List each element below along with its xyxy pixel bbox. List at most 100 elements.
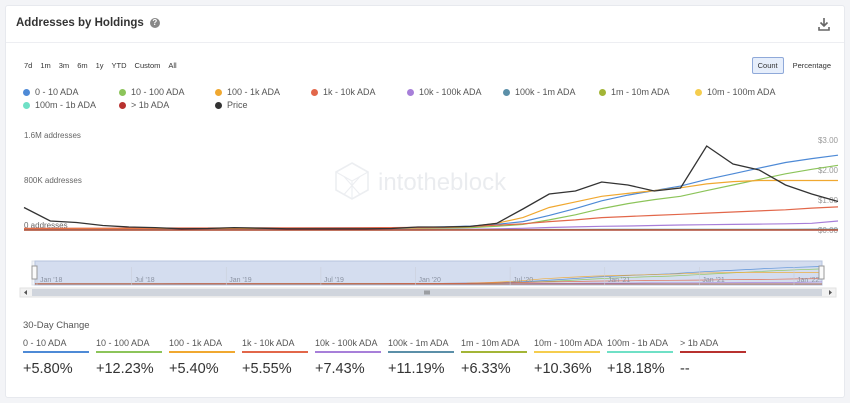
legend-label: > 1b ADA [131, 100, 170, 110]
legend-label: 1k - 10k ADA [323, 87, 376, 97]
navigator-right-handle[interactable] [818, 265, 825, 280]
legend-label: 100m - 1b ADA [35, 100, 97, 110]
count-button[interactable]: Count [751, 57, 784, 74]
header-divider [6, 42, 844, 43]
chart-legend: 0 - 10 ADA 10 - 100 ADA 100 - 1k ADA 1k - 1… [23, 86, 803, 111]
change-item: > 1b ADA -- [680, 338, 746, 377]
change-value: +6.33% [461, 361, 511, 377]
thirty-day-change-list: 0 - 10 ADA +5.80% 10 - 100 ADA +12.23% 100 -… [23, 338, 753, 377]
legend-label: 100k - 1m ADA [515, 87, 576, 97]
change-color-bar [169, 351, 235, 353]
navigator-tick-label: Jan '18 [40, 277, 62, 284]
download-icon[interactable] [818, 17, 830, 31]
change-color-bar [680, 351, 746, 353]
navigator-tick-label: Jan '20 [419, 277, 441, 284]
legend-label: Price [227, 100, 248, 110]
change-value: +5.55% [242, 361, 292, 377]
range-ytd[interactable]: YTD [111, 61, 127, 70]
change-item: 1m - 10m ADA +6.33% [461, 338, 527, 377]
change-value: +11.19% [388, 361, 445, 377]
range-1m[interactable]: 1m [40, 61, 51, 70]
card-title: Addresses by Holdings ? [16, 17, 160, 29]
legend-item[interactable]: Price [215, 99, 311, 111]
percentage-button[interactable]: Percentage [786, 57, 837, 74]
legend-item[interactable]: 10 - 100 ADA [119, 86, 215, 98]
change-value: +18.18% [607, 361, 665, 377]
navigator-tick-label: Jul '18 [135, 277, 155, 284]
change-label: 10k - 100k ADA [315, 338, 378, 348]
y-right-tick-label: $1.00 [818, 196, 839, 205]
time-navigator[interactable]: Jan '18 Jul '18 Jan '19 Jul '19 Jan '20 Jul '… [6, 259, 846, 301]
legend-dot-icon [407, 88, 414, 96]
legend-item[interactable]: 100m - 1b ADA [23, 99, 119, 111]
change-value: -- [680, 361, 690, 377]
legend-dot-icon [215, 88, 222, 96]
change-label: 100m - 1b ADA [607, 338, 669, 348]
range-7d[interactable]: 7d [24, 61, 33, 70]
navigator-tick-label: Jul '20 [513, 277, 533, 284]
change-value: +10.36% [534, 361, 592, 377]
scroll-right-icon[interactable] [829, 290, 832, 295]
change-item: 0 - 10 ADA +5.80% [23, 338, 89, 377]
range-6m[interactable]: 6m [77, 61, 88, 70]
legend-label: 0 - 10 ADA [35, 87, 79, 97]
range-all[interactable]: All [168, 61, 177, 70]
legend-dot-icon [599, 88, 606, 96]
change-color-bar [388, 351, 454, 353]
change-label: 0 - 10 ADA [23, 338, 67, 348]
series-line-price [23, 145, 839, 230]
navigator-tick-label: Jan '19 [229, 277, 251, 284]
legend-item[interactable]: 1m - 10m ADA [599, 86, 695, 98]
legend-dot-icon [23, 88, 30, 96]
legend-item[interactable]: 10k - 100k ADA [407, 86, 503, 98]
range-1y[interactable]: 1y [95, 61, 104, 70]
change-label: 10 - 100 ADA [96, 338, 150, 348]
change-value: +5.80% [23, 361, 73, 377]
change-color-bar [534, 351, 600, 353]
legend-item[interactable]: 1k - 10k ADA [311, 86, 407, 98]
y-left-tick-label: 0 addresses [24, 221, 68, 230]
change-value: +7.43% [315, 361, 365, 377]
change-item: 10m - 100m ADA +10.36% [534, 338, 603, 377]
y-right-tick-label: $2.00 [818, 166, 839, 175]
legend-dot-icon [695, 88, 702, 96]
navigator-tick-label: Jan '22 [797, 277, 819, 284]
legend-item[interactable]: 100 - 1k ADA [215, 86, 311, 98]
legend-item[interactable]: 0 - 10 ADA [23, 86, 119, 98]
main-chart: intotheblock 0 addresses 800K addresses 1.… [23, 131, 839, 235]
legend-item[interactable]: 100k - 1m ADA [503, 86, 599, 98]
navigator-tick-label: Jul '19 [324, 277, 344, 284]
y-left-tick-label: 1.6M addresses [24, 131, 81, 140]
change-value: +12.23% [96, 361, 154, 377]
watermark-text: intotheblock [378, 169, 507, 196]
legend-dot-icon [215, 101, 222, 109]
legend-label: 10k - 100k ADA [419, 87, 482, 97]
legend-dot-icon [119, 101, 126, 109]
change-item: 1k - 10k ADA +5.55% [242, 338, 308, 377]
time-range-selector: 7d 1m 3m 6m 1y YTD Custom All [21, 59, 180, 72]
range-3m[interactable]: 3m [58, 61, 70, 70]
legend-label: 1m - 10m ADA [611, 87, 670, 97]
legend-item[interactable]: 10m - 100m ADA [695, 86, 791, 98]
question-icon[interactable]: ? [149, 18, 160, 28]
scroll-grip-icon [424, 290, 430, 295]
count-percentage-toggle: Count Percentage [751, 57, 837, 74]
scroll-left-icon[interactable] [24, 290, 27, 295]
navigator-tick-label: Jan '21 [608, 277, 630, 284]
change-color-bar [23, 351, 89, 353]
legend-dot-icon [311, 88, 318, 96]
change-color-bar [607, 351, 673, 353]
thirty-day-change-title: 30-Day Change [23, 320, 90, 331]
change-item: 10k - 100k ADA +7.43% [315, 338, 381, 377]
navigator-left-handle[interactable] [31, 265, 38, 280]
range-custom[interactable]: Custom [134, 61, 161, 70]
addresses-by-holdings-card: Addresses by Holdings ? 7d 1m 3m 6m 1y YTD Cus… [5, 5, 845, 398]
change-item: 100m - 1b ADA +18.18% [607, 338, 673, 377]
legend-item[interactable]: > 1b ADA [119, 99, 215, 111]
change-label: 100 - 1k ADA [169, 338, 223, 348]
navigator-tick-label: Jan '21 [702, 277, 724, 284]
change-color-bar [315, 351, 381, 353]
legend-label: 100 - 1k ADA [227, 87, 281, 97]
change-label: > 1b ADA [680, 338, 719, 348]
legend-label: 10 - 100 ADA [131, 87, 185, 97]
